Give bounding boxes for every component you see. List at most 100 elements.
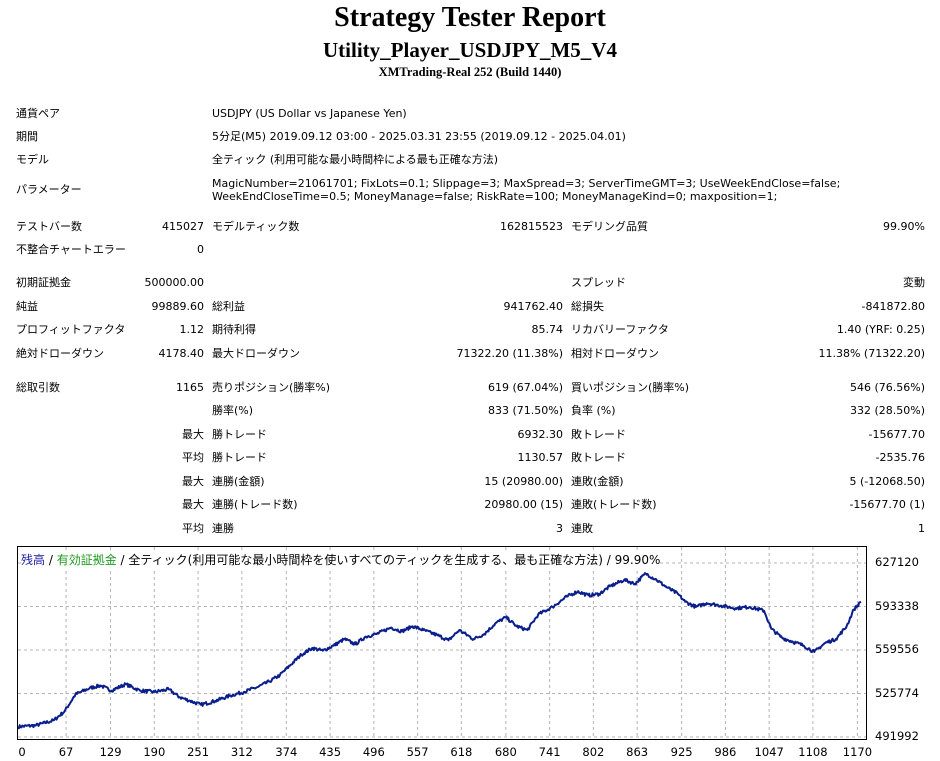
largest-loss-label: 敗トレード [571, 428, 626, 441]
params-label: パラメーター [16, 183, 82, 196]
max-consecutive-loss-label: 連敗(トレード数) [571, 498, 657, 511]
bars-value: 415027 [162, 220, 204, 233]
params-line-2: WeekEndCloseTime=0.5; MoneyManage=false;… [212, 190, 778, 203]
relative-drawdown-value: 11.38% (71322.20) [818, 347, 925, 360]
max-consecutive-loss-value: -15677.70 (1) [849, 498, 925, 511]
long-positions-value: 546 (76.56%) [849, 381, 925, 394]
avg-prefix-2: 平均 [182, 522, 204, 535]
max-consecutive-wins-label: 連勝(金額) [212, 475, 265, 488]
profit-factor-value: 1.12 [179, 323, 205, 336]
total-trades-label: 総取引数 [16, 381, 60, 394]
x-tick-label: 802 [582, 745, 605, 759]
expected-payoff-value: 85.74 [531, 323, 564, 336]
x-tick-label: 67 [58, 745, 74, 759]
x-tick-label: 1170 [842, 745, 873, 759]
balance-chart-svg [18, 547, 866, 739]
legend-description: 全ティック(利用可能な最小時間枠を使いすべてのティックを生成する、最も正確な方法… [128, 553, 661, 567]
model-label: モデル [16, 153, 49, 166]
y-tick-label: 559556 [875, 642, 919, 656]
relative-drawdown-label: 相対ドローダウン [571, 347, 659, 360]
avg-prefix-1: 平均 [182, 451, 204, 464]
y-tick-label: 491992 [875, 729, 919, 743]
absolute-drawdown-label: 絶対ドローダウン [16, 347, 104, 360]
expected-payoff-label: 期待利得 [212, 323, 256, 336]
max-consecutive-profit-label: 連勝(トレード数) [212, 498, 298, 511]
maximal-drawdown-value: 71322.20 (11.38%) [456, 347, 563, 360]
largest-loss-value: -15677.70 [868, 428, 925, 441]
max-consecutive-losses-value: 5 (-12068.50) [849, 475, 925, 488]
deposit-value: 500000.00 [144, 276, 205, 289]
quality-label: モデリング品質 [571, 220, 648, 233]
loss-rate-value: 332 (28.50%) [849, 404, 925, 417]
max-prefix-1: 最大 [182, 428, 204, 441]
ticks-label: モデルティック数 [212, 220, 300, 233]
max-consecutive-wins-value: 15 (20980.00) [484, 475, 563, 488]
y-tick-label: 627120 [875, 555, 919, 569]
average-win-label: 勝トレード [212, 451, 267, 464]
balance-line [18, 572, 862, 730]
short-positions-label: 売りポジション(勝率%) [212, 381, 331, 394]
errors-value: 0 [197, 243, 204, 256]
gross-loss-value: -841872.80 [861, 300, 925, 313]
average-loss-label: 敗トレード [571, 451, 626, 464]
net-profit-value: 99889.60 [151, 300, 205, 313]
total-trades-value: 1165 [176, 381, 204, 394]
chart-legend: 残高 / 有効証拠金 / 全ティック(利用可能な最小時間枠を使いすべてのティック… [21, 551, 661, 568]
x-tick-label: 1047 [754, 745, 784, 759]
report-title: Strategy Tester Report [334, 2, 606, 33]
profit-factor-label: プロフィットファクタ [16, 323, 126, 336]
x-tick-label: 435 [319, 745, 342, 759]
legend-equity: 有効証拠金 [56, 553, 117, 567]
x-tick-label: 741 [538, 745, 561, 759]
win-rate-label: 勝率(%) [212, 404, 254, 417]
x-tick-label: 190 [143, 745, 166, 759]
period-value: 5分足(M5) 2019.09.12 03:00 - 2025.03.31 23… [212, 130, 626, 143]
max-prefix-2: 最大 [182, 475, 204, 488]
period-label: 期間 [16, 130, 38, 143]
short-positions-value: 619 (67.04%) [487, 381, 563, 394]
x-tick-label: 557 [406, 745, 429, 759]
symbol-value: USDJPY (US Dollar vs Japanese Yen) [212, 107, 407, 120]
report-subtitle: Utility_Player_USDJPY_M5_V4 [323, 38, 617, 62]
max-consecutive-losses-label: 連敗(金額) [571, 475, 624, 488]
report-server: XMTrading-Real 252 (Build 1440) [378, 65, 562, 79]
deposit-label: 初期証拠金 [16, 276, 71, 289]
win-rate-value: 833 (71.50%) [487, 404, 563, 417]
x-tick-label: 496 [362, 745, 385, 759]
x-tick-label: 0 [18, 745, 26, 759]
spread-label: スプレッド [571, 276, 626, 289]
average-win-value: 1130.57 [517, 451, 564, 464]
params-line-1: MagicNumber=21061701; FixLots=0.1; Slipp… [212, 177, 841, 190]
x-tick-label: 374 [275, 745, 298, 759]
x-tick-label: 312 [230, 745, 253, 759]
recovery-factor-label: リカバリーファクタ [571, 323, 669, 336]
maximal-drawdown-label: 最大ドローダウン [212, 347, 300, 360]
largest-win-label: 勝トレード [212, 428, 267, 441]
spread-value: 変動 [903, 276, 925, 289]
model-value: 全ティック (利用可能な最小時間枠による最も正確な方法) [212, 153, 499, 166]
x-tick-label: 680 [494, 745, 517, 759]
quality-value: 99.90% [883, 220, 925, 233]
symbol-label: 通貨ペア [16, 107, 60, 120]
errors-label: 不整合チャートエラー [16, 243, 126, 256]
avg-consecutive-wins-value: 3 [556, 522, 563, 535]
legend-separator-2: / [116, 553, 129, 567]
max-prefix-3: 最大 [182, 498, 204, 511]
largest-win-value: 6932.30 [517, 428, 564, 441]
ticks-value: 162815523 [500, 220, 563, 233]
bars-label: テストバー数 [16, 220, 82, 233]
y-tick-label: 593338 [875, 598, 919, 613]
avg-consecutive-losses-value: 1 [918, 522, 925, 535]
gross-profit-value: 941762.40 [503, 300, 564, 313]
long-positions-label: 買いポジション(勝率%) [571, 381, 690, 394]
x-tick-label: 1108 [798, 745, 828, 759]
recovery-factor-value: 1.40 (YRF: 0.25) [836, 323, 925, 336]
y-tick-label: 525774 [875, 685, 919, 700]
x-tick-label: 925 [670, 745, 693, 759]
avg-consecutive-losses-label: 連敗 [571, 522, 593, 535]
x-tick-label: 251 [187, 745, 210, 759]
max-consecutive-profit-value: 20980.00 (15) [484, 498, 563, 511]
avg-consecutive-wins-label: 連勝 [212, 522, 234, 535]
x-tick-label: 618 [450, 745, 473, 759]
x-tick-label: 863 [626, 745, 649, 759]
